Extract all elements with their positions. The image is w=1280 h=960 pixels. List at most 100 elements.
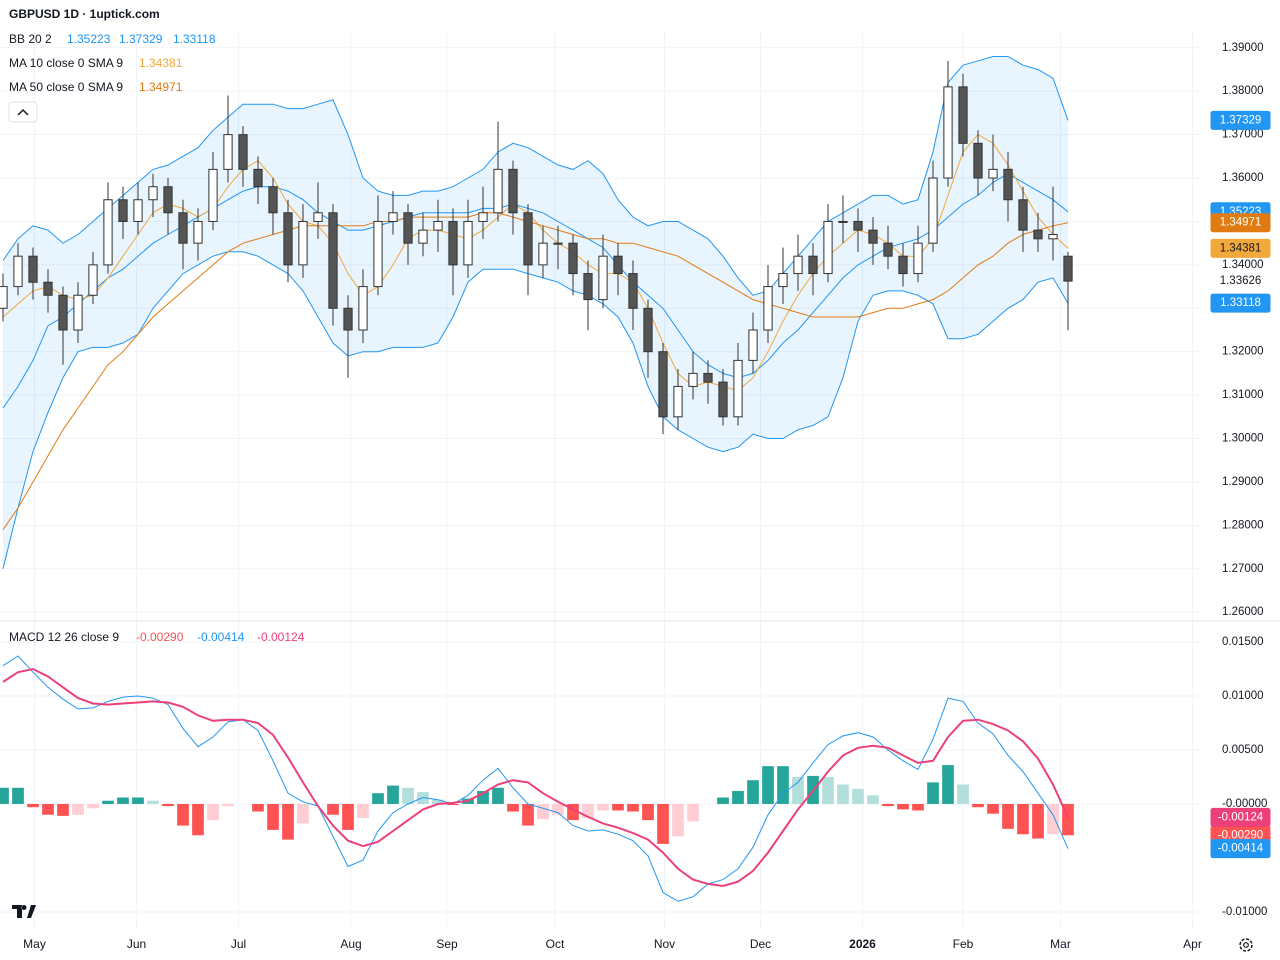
x-tick-label: May	[23, 937, 46, 951]
candle-body	[238, 134, 248, 170]
histogram-bar	[987, 803, 999, 814]
legend-value: 1.34381	[139, 56, 183, 70]
candle-body	[838, 220, 848, 223]
legend-value: 1.35223	[67, 32, 111, 46]
histogram-bar	[882, 803, 894, 807]
x-tick-label: Nov	[654, 937, 675, 951]
axis-tag-label: 1.33118	[1220, 297, 1261, 309]
candle-body	[808, 255, 818, 275]
x-tick-label: Jun	[127, 937, 146, 951]
collapse-button-box[interactable]	[8, 101, 38, 123]
y-tick-label: 1.32000	[1222, 346, 1264, 358]
histogram-bar	[177, 803, 189, 826]
candle-body	[1063, 255, 1073, 282]
time-axis-bg	[0, 930, 1280, 960]
candle-body	[298, 220, 308, 266]
logo-mark	[12, 905, 36, 918]
histogram-bar	[27, 803, 39, 808]
histogram-bar	[477, 791, 489, 804]
histogram-bar	[162, 803, 174, 807]
histogram-bar	[1017, 803, 1029, 835]
legend-value: -0.00124	[257, 630, 305, 644]
histogram-bar	[507, 803, 519, 812]
overlay-layer: GBPUSD 1D · 1uptick.com BB 20 2 MA 10 cl…	[8, 7, 1271, 952]
y-tick-label: 1.27000	[1222, 563, 1264, 575]
histogram-bar	[777, 766, 789, 804]
candle-body	[433, 220, 443, 231]
legend-value: 1.37329	[119, 32, 163, 46]
candle-body	[538, 242, 548, 266]
axis-tag-label: -0.00124	[1218, 811, 1264, 823]
histogram-bar	[867, 795, 879, 804]
candle-body	[133, 199, 143, 222]
histogram-bar	[387, 785, 399, 804]
candle-body	[1018, 199, 1028, 231]
axis-tag-box	[1210, 110, 1271, 130]
candle-body	[148, 186, 158, 201]
candle-body	[463, 220, 473, 266]
candle-body	[58, 294, 68, 331]
candle-body	[523, 212, 533, 266]
candle-body	[163, 186, 173, 214]
histogram-bar	[657, 803, 669, 844]
x-tick-label: Dec	[750, 937, 771, 951]
histogram-bar	[567, 803, 579, 821]
histogram-bar	[1062, 803, 1074, 836]
candle-body	[628, 273, 638, 309]
indicator-line	[2, 56, 1069, 296]
y-tick-label: 1.30000	[1222, 433, 1264, 445]
histogram-bar	[222, 803, 234, 807]
axis-tag-label: -0.00290	[1218, 829, 1263, 841]
candle-body	[988, 168, 998, 179]
axis-tag-box	[1210, 238, 1271, 258]
candle-body	[358, 286, 368, 331]
candle-body	[328, 212, 338, 309]
axis-tag-box	[1210, 213, 1271, 233]
collapse-icon	[17, 108, 29, 116]
macd-line	[2, 655, 1069, 902]
histogram-bar	[732, 791, 744, 804]
candle-body	[778, 273, 788, 288]
candle-body	[313, 212, 323, 222]
axis-tag-label: 1.33626	[1220, 275, 1262, 287]
histogram-bar	[612, 803, 624, 811]
candle-body	[73, 294, 83, 331]
histogram-bar	[837, 784, 849, 804]
histogram-bar	[687, 803, 699, 822]
candle-body	[568, 242, 578, 275]
histogram-bar	[852, 788, 864, 804]
candle-body	[718, 381, 728, 418]
y-tick-label: 1.34000	[1222, 259, 1264, 271]
x-tick-label: Oct	[546, 937, 565, 951]
axis-tag-box	[1210, 293, 1271, 313]
x-tick-label: Feb	[953, 937, 974, 951]
settings-button[interactable]	[1239, 938, 1253, 952]
candle-body	[1048, 233, 1058, 240]
x-tick-label: Sep	[436, 937, 458, 951]
histogram-bar	[267, 803, 279, 830]
candle-body	[688, 372, 698, 387]
axis-tag-label: 1.34381	[1220, 242, 1262, 254]
histogram-bar	[57, 803, 69, 816]
histogram-bar	[492, 787, 504, 804]
y-tick-label: -0.00000	[1222, 798, 1267, 810]
candle-body	[1003, 168, 1013, 201]
histogram-bar	[1032, 803, 1044, 839]
axis-tag-label: 1.37329	[1220, 114, 1262, 126]
histogram-bar	[957, 784, 969, 804]
candle-body	[733, 359, 743, 418]
histogram-bar	[42, 803, 54, 815]
candle-body	[448, 220, 458, 266]
legend-name: MA 50 close 0 SMA 9	[9, 80, 123, 94]
gear-outer[interactable]	[1239, 938, 1253, 952]
candle-body	[418, 229, 428, 244]
candle-body	[43, 281, 53, 296]
histogram-bar	[297, 803, 309, 824]
y-tick-label: 0.01000	[1222, 690, 1264, 702]
axis-tag-label: 1.34971	[1220, 217, 1262, 229]
histogram-bar	[642, 803, 654, 821]
candle-body	[103, 199, 113, 266]
collapse-button[interactable]	[8, 101, 38, 123]
candle-body	[793, 255, 803, 275]
candle-body	[478, 212, 488, 222]
